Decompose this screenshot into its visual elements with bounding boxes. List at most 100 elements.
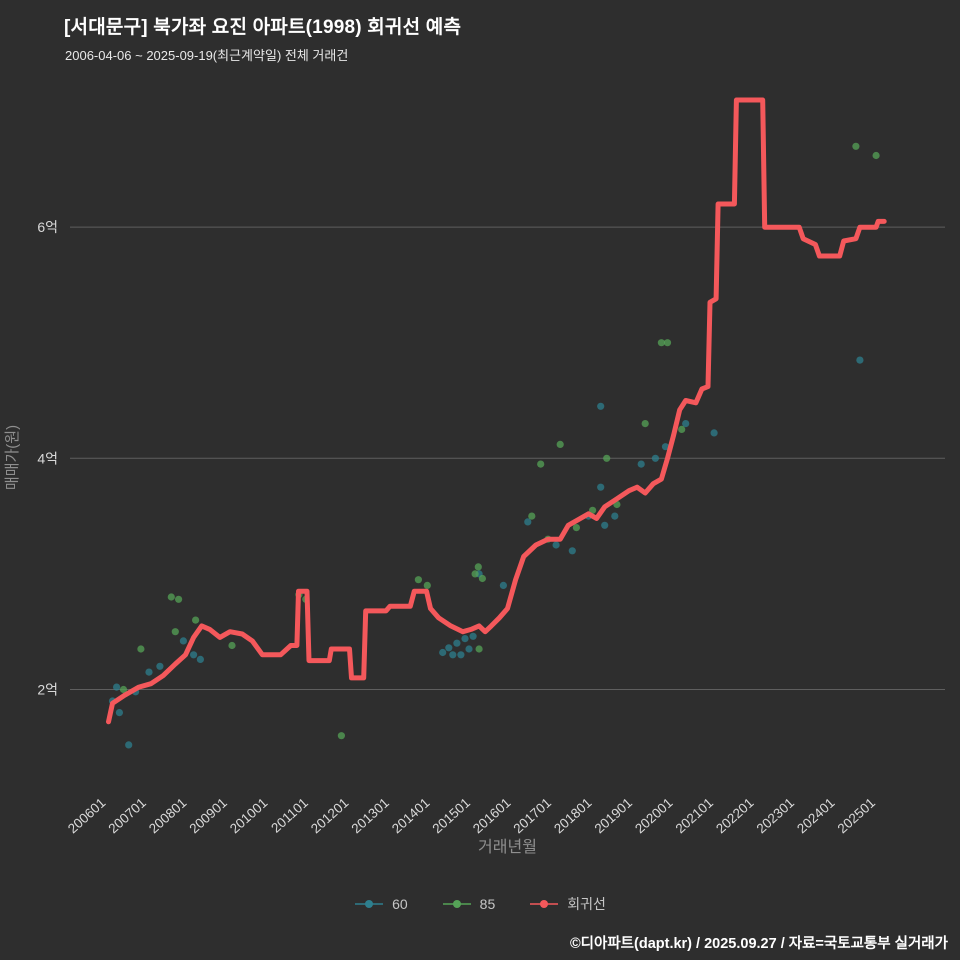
data-point	[710, 429, 718, 437]
data-point	[475, 645, 483, 653]
data-point	[852, 142, 860, 150]
data-point	[572, 524, 581, 532]
data-point	[469, 632, 477, 640]
x-tick-label: 201101	[268, 795, 311, 836]
legend-item-regression-line: 회귀선	[529, 894, 606, 914]
regression-line	[106, 97, 887, 725]
data-point	[125, 741, 133, 749]
x-tick-label: 202401	[794, 795, 838, 836]
x-tick-label: 202201	[713, 795, 757, 836]
data-point	[499, 581, 507, 590]
data-point	[556, 440, 564, 448]
x-tick-label: 201901	[592, 795, 636, 836]
y-tick-label: 4억	[37, 450, 58, 466]
chart-legend: 60 85 회귀선	[0, 894, 960, 914]
data-point	[449, 651, 457, 659]
x-tick-label: 201201	[308, 795, 352, 836]
page-title: [서대문구] 북가좌 요진 아파트(1998) 회귀선 예측	[64, 17, 462, 38]
data-point	[471, 570, 479, 578]
data-point	[156, 662, 164, 670]
legend-marker-series-85	[442, 900, 471, 908]
x-tick-label: 201001	[227, 795, 271, 836]
data-point	[589, 506, 597, 514]
legend-item-series-60: 60	[354, 896, 408, 912]
data-point	[528, 512, 536, 520]
legend-label: 회귀선	[567, 896, 606, 912]
data-point	[661, 443, 670, 451]
x-tick-label: 201701	[511, 795, 555, 836]
legend-marker-series-60	[355, 900, 384, 908]
data-point	[461, 635, 469, 643]
data-point	[137, 645, 145, 653]
x-tick-label: 202501	[835, 795, 879, 836]
scatter-series-85	[119, 142, 880, 740]
grid-lines: 2억 4억 6억	[37, 219, 945, 697]
x-tick-label: 202101	[673, 795, 717, 836]
legend-label: 85	[479, 896, 496, 912]
data-point	[537, 460, 545, 468]
data-point	[171, 628, 179, 636]
x-tick-label: 200701	[105, 795, 149, 836]
data-point	[552, 541, 560, 549]
y-tick-label: 2억	[37, 681, 58, 697]
y-tick-label: 6억	[37, 219, 58, 235]
source-attribution: ©디아파트(dapt.kr) / 2025.09.27 / 자료=국토교통부 실…	[569, 936, 948, 952]
x-axis-title: 거래년월	[478, 838, 537, 856]
data-point	[145, 668, 153, 676]
data-point	[611, 512, 619, 520]
data-point	[119, 685, 128, 694]
x-tick-label: 202001	[632, 795, 676, 836]
data-point	[113, 683, 121, 691]
data-point	[414, 576, 422, 584]
data-point	[457, 651, 465, 659]
legend-marker-regression-line	[530, 900, 559, 908]
price-regression-chart: 2억 4억 6억 2006012007012008012009012010012011…	[4, 97, 945, 856]
data-point	[115, 709, 123, 717]
data-point	[439, 648, 447, 657]
data-point	[474, 563, 482, 571]
data-point	[663, 339, 672, 347]
data-point	[568, 547, 576, 555]
data-point	[175, 595, 183, 603]
data-point	[856, 356, 864, 364]
data-point	[179, 637, 187, 645]
data-point	[445, 644, 453, 652]
data-point	[228, 641, 236, 650]
data-point	[597, 483, 605, 491]
data-point	[423, 581, 431, 590]
x-tick-labels: 2006012007012008012009012010012011012012…	[65, 795, 878, 836]
x-tick-label: 201501	[430, 795, 474, 836]
data-point	[196, 655, 204, 664]
data-point	[601, 521, 609, 529]
x-tick-label: 200601	[65, 795, 109, 836]
x-tick-label: 200901	[186, 795, 230, 836]
data-point	[190, 651, 198, 659]
data-point	[637, 460, 645, 468]
x-tick-label: 201601	[470, 795, 514, 836]
data-point	[453, 639, 461, 647]
legend-label: 60	[392, 896, 408, 912]
data-point	[597, 402, 605, 410]
data-point	[478, 574, 486, 583]
data-point	[651, 454, 660, 462]
data-point	[465, 645, 473, 653]
x-tick-label: 200801	[146, 795, 190, 836]
x-tick-label: 201801	[551, 795, 595, 836]
x-tick-label: 202301	[754, 795, 798, 836]
data-point	[603, 454, 611, 462]
data-point	[682, 420, 690, 428]
data-point	[657, 339, 666, 347]
x-tick-label: 201401	[389, 795, 433, 836]
data-point	[678, 425, 686, 433]
data-point	[167, 593, 175, 601]
data-point	[641, 420, 649, 428]
data-point	[524, 518, 532, 526]
page-subtitle: 2006-04-06 ~ 2025-09-19(최근계약일) 전체 거래건	[65, 48, 349, 63]
data-point	[872, 151, 880, 160]
legend-item-series-85: 85	[442, 896, 496, 912]
data-point	[192, 616, 200, 624]
data-point	[337, 732, 345, 740]
y-axis-title: 매매가(원)	[4, 425, 21, 490]
x-tick-label: 201301	[349, 795, 393, 836]
